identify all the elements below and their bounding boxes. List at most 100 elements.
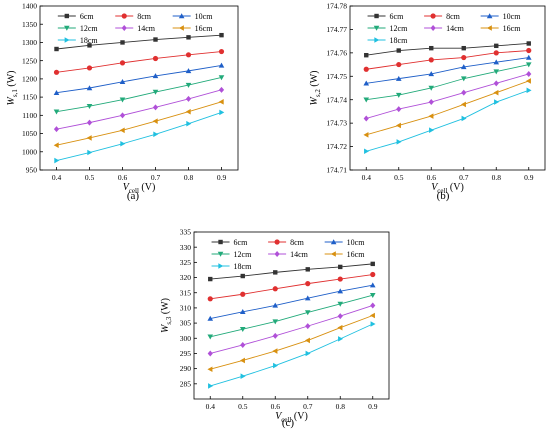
x-axis-label: Vcell (V) <box>275 411 308 424</box>
data-point-6cm <box>240 273 245 279</box>
legend-label-8cm: 8cm <box>290 238 305 247</box>
data-point-6cm <box>219 32 224 38</box>
data-point-18cm <box>461 115 467 122</box>
x-tick-label: 0.8 <box>184 173 194 182</box>
y-tick-label: 174.72 <box>326 142 347 151</box>
data-point-14cm <box>207 350 213 357</box>
data-point-12cm <box>119 97 126 103</box>
data-point-14cm <box>526 70 532 77</box>
legend-marker-16cm <box>178 25 184 31</box>
series-line-6cm <box>210 263 373 280</box>
panel-label-c: (c) <box>282 417 295 429</box>
y-tick-label: 174.71 <box>326 166 347 175</box>
data-point-14cm <box>363 115 369 122</box>
data-point-6cm <box>87 43 92 48</box>
data-point-8cm <box>370 271 376 278</box>
x-tick-label: 0.5 <box>85 173 95 182</box>
data-point-10cm <box>304 295 311 301</box>
data-point-6cm <box>526 41 531 46</box>
data-point-18cm <box>208 383 214 389</box>
data-point-8cm <box>363 66 369 72</box>
data-point-18cm <box>396 139 402 145</box>
x-tick-label: 0.9 <box>524 173 534 182</box>
legend-label-10cm: 10cm <box>347 238 366 247</box>
data-point-8cm <box>218 48 225 55</box>
series-line-6cm <box>56 34 222 50</box>
legend-marker-18cm <box>218 263 224 269</box>
data-point-18cm <box>87 149 93 156</box>
series-line-14cm <box>56 89 222 130</box>
y-tick-label: 1350 <box>22 20 37 29</box>
x-tick-label: 0.4 <box>206 402 216 411</box>
data-point-6cm <box>153 37 158 42</box>
data-point-6cm <box>54 46 59 52</box>
data-point-18cm <box>273 362 279 369</box>
data-point-14cm <box>428 99 434 106</box>
y-tick-label: 1200 <box>22 74 37 83</box>
data-point-12cm <box>185 82 192 88</box>
data-point-8cm <box>53 69 60 75</box>
plot-frame <box>193 231 390 400</box>
data-point-18cm <box>54 157 60 164</box>
data-point-16cm <box>493 89 499 96</box>
data-point-12cm <box>152 89 159 95</box>
data-point-6cm <box>208 276 213 282</box>
data-point-8cm <box>185 52 192 58</box>
data-point-14cm <box>86 119 93 126</box>
data-point-6cm <box>305 267 310 272</box>
y-axis-label: Ws,3 (W) <box>160 298 173 333</box>
x-axis-label: Vcell (V) <box>431 182 464 195</box>
legend-label-10cm: 10cm <box>503 12 522 21</box>
data-point-6cm <box>396 48 401 53</box>
data-point-12cm <box>272 319 279 325</box>
x-tick-label: 0.8 <box>492 173 502 182</box>
y-tick-label: 1100 <box>22 111 37 120</box>
data-point-14cm <box>152 104 159 111</box>
y-tick-label: 305 <box>180 319 192 328</box>
data-point-6cm <box>273 270 278 275</box>
legend-label-16cm: 16cm <box>503 24 522 33</box>
y-tick-label: 1400 <box>22 2 37 11</box>
y-tick-label: 295 <box>180 349 192 358</box>
legend-label-6cm: 6cm <box>234 238 249 247</box>
legend-marker-10cm <box>178 13 185 19</box>
legend-label-8cm: 8cm <box>446 12 461 21</box>
legend-label-16cm: 16cm <box>195 24 214 33</box>
data-point-16cm <box>395 122 401 129</box>
data-point-12cm <box>304 310 311 316</box>
y-tick-label: 330 <box>180 243 192 252</box>
y-tick-label: 174.77 <box>326 25 347 34</box>
series-line-8cm <box>56 51 222 73</box>
data-point-8cm <box>207 296 213 302</box>
data-point-14cm <box>119 112 126 119</box>
data-point-8cm <box>493 50 499 56</box>
legend-marker-10cm <box>330 239 337 245</box>
y-tick-label: 300 <box>180 334 192 343</box>
legend-label-12cm: 12cm <box>390 24 409 33</box>
y-tick-label: 285 <box>180 379 192 388</box>
data-point-6cm <box>461 45 466 51</box>
data-point-12cm <box>53 109 60 115</box>
x-tick-label: 0.4 <box>362 173 372 182</box>
plot-frame <box>349 5 546 171</box>
data-point-16cm <box>304 337 310 344</box>
data-point-18cm <box>240 373 246 380</box>
data-point-14cm <box>240 341 246 348</box>
data-point-16cm <box>272 348 278 354</box>
legend-marker-12cm <box>373 25 380 31</box>
data-point-16cm <box>428 113 434 119</box>
data-point-14cm <box>272 332 278 339</box>
legend-marker-6cm <box>64 13 70 19</box>
data-point-8cm <box>119 60 126 66</box>
data-point-6cm <box>120 40 125 45</box>
data-point-18cm <box>186 120 192 127</box>
data-point-8cm <box>526 47 532 54</box>
data-point-14cm <box>461 89 467 96</box>
x-tick-label: 0.9 <box>217 173 227 182</box>
data-point-18cm <box>153 131 159 138</box>
legend-marker-14cm <box>121 25 127 31</box>
legend-label-6cm: 6cm <box>390 12 405 21</box>
data-point-10cm <box>460 64 467 70</box>
series-line-8cm <box>210 274 373 300</box>
y-axis-label: Ws,2 (W) <box>309 71 322 106</box>
